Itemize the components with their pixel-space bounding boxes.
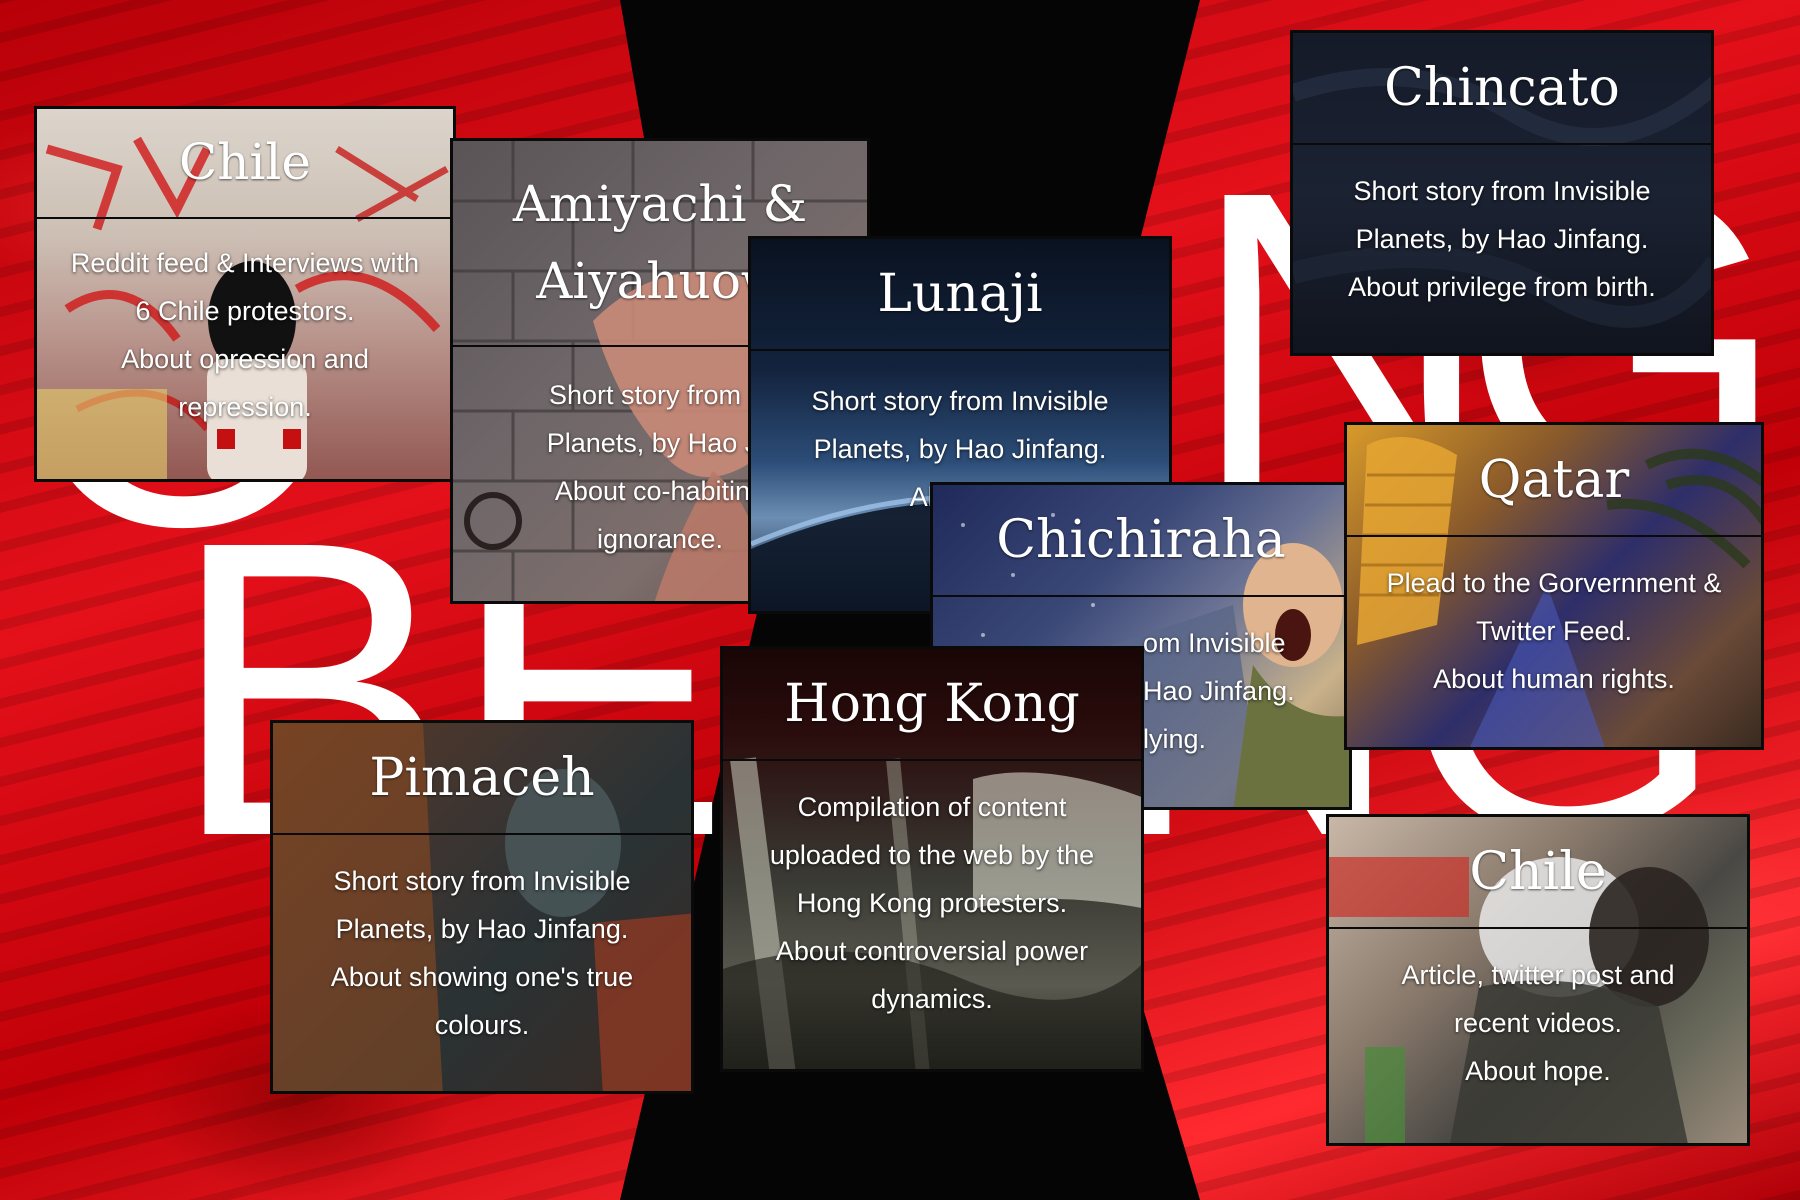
desc-line: lying. [1143,724,1207,754]
card-title: Amiyachi & Aiyahuow [453,141,867,347]
card-qatar[interactable]: Qatar Plead to the Gorvernment & Twitter… [1344,422,1764,750]
card-hong-kong[interactable]: Hong Kong Compilation of content uploade… [720,646,1144,1072]
desc-line: Article, twitter post and [1401,960,1675,990]
dark-texture-image [1293,68,1711,328]
desc-line: About co-habiting [554,476,766,506]
desc-line: Hong Kong protesters. [796,888,1068,918]
desc-line: Planets, by Hao Jinfang. [813,434,1107,464]
desc-line: About privilege from birth. [1348,272,1656,302]
desc-line: Reddit feed & Interviews with [70,248,420,278]
card-title: Pimaceh [273,723,691,835]
desc-line: About showing one's true [330,962,634,992]
card-description: Short story from In Planets, by Hao Jir … [453,347,867,563]
card-chincato[interactable]: Chincato Short story from Invisible Plan… [1290,30,1714,356]
graffiti-wall-image [37,109,453,479]
protest-street-image [723,757,1141,1069]
desc-line: About opression and [121,344,369,374]
desc-line: uploaded to the web by the [769,840,1095,870]
card-description: Short story from Invisible Planets, by H… [1293,145,1711,311]
desc-line: 6 Chile protestors. [135,296,355,326]
card-title: Qatar [1347,425,1761,537]
card-title: Chile [1329,817,1747,929]
card-description: Compilation of content uploaded to the w… [723,761,1141,1023]
desc-line: Planets, by Hao Jinfang. [335,914,629,944]
desc-line: Short story from Invisible [1353,176,1651,206]
desc-line: Plead to the Gorvernment & [1386,568,1722,598]
card-description: Plead to the Gorvernment & Twitter Feed.… [1347,537,1761,703]
card-chile-hope[interactable]: Chile Article, twitter post and recent v… [1326,814,1750,1146]
card-title: Chichiraha [933,485,1349,597]
card-title: Hong Kong [723,649,1141,761]
desc-line: ignorance. [596,524,724,554]
card-description: om Invisible Hao Jinfang. lying. [933,597,1349,763]
title-line: Aiyahuow [536,252,784,310]
desc-line: colours. [434,1010,530,1040]
card-title: Chincato [1293,33,1711,145]
desc-line: Compilation of content [797,792,1067,822]
desc-line: Planets, by Hao Jinfang. [1355,224,1649,254]
desc-line: Twitter Feed. [1475,616,1633,646]
desc-line: Short story from In [548,380,772,410]
desc-line: dynamics. [871,984,993,1014]
card-chile-protestors[interactable]: Chile Reddit feed & Interviews with 6 Ch… [34,106,456,482]
card-title: Chile [37,109,453,219]
dark-cartoon-image [273,723,691,1091]
desc-line: Hao Jinfang. [1143,676,1295,706]
title-line: Amiyachi & [512,174,808,233]
card-description: Reddit feed & Interviews with 6 Chile pr… [37,219,453,431]
desc-line: Planets, by Hao Jir [546,428,774,458]
desc-line: Short story from Invisible [811,386,1109,416]
desc-line: repression. [178,392,312,422]
desc-line: Short story from Invisible [333,866,631,896]
desc-line: om Invisible [1143,628,1286,658]
tower-night-image [1357,437,1761,747]
desc-line: recent videos. [1453,1008,1623,1038]
card-pimaceh[interactable]: Pimaceh Short story from Invisible Plane… [270,720,694,1094]
desc-line: About hope. [1465,1056,1611,1086]
card-description: Article, twitter post and recent videos.… [1329,929,1747,1095]
desc-line: About human rights. [1433,664,1675,694]
desc-line: About controversial power [775,936,1089,966]
card-description: Short story from Invisible Planets, by H… [273,835,691,1049]
card-title: Lunaji [751,239,1169,351]
brick-wall-cartoon-image [453,141,867,601]
